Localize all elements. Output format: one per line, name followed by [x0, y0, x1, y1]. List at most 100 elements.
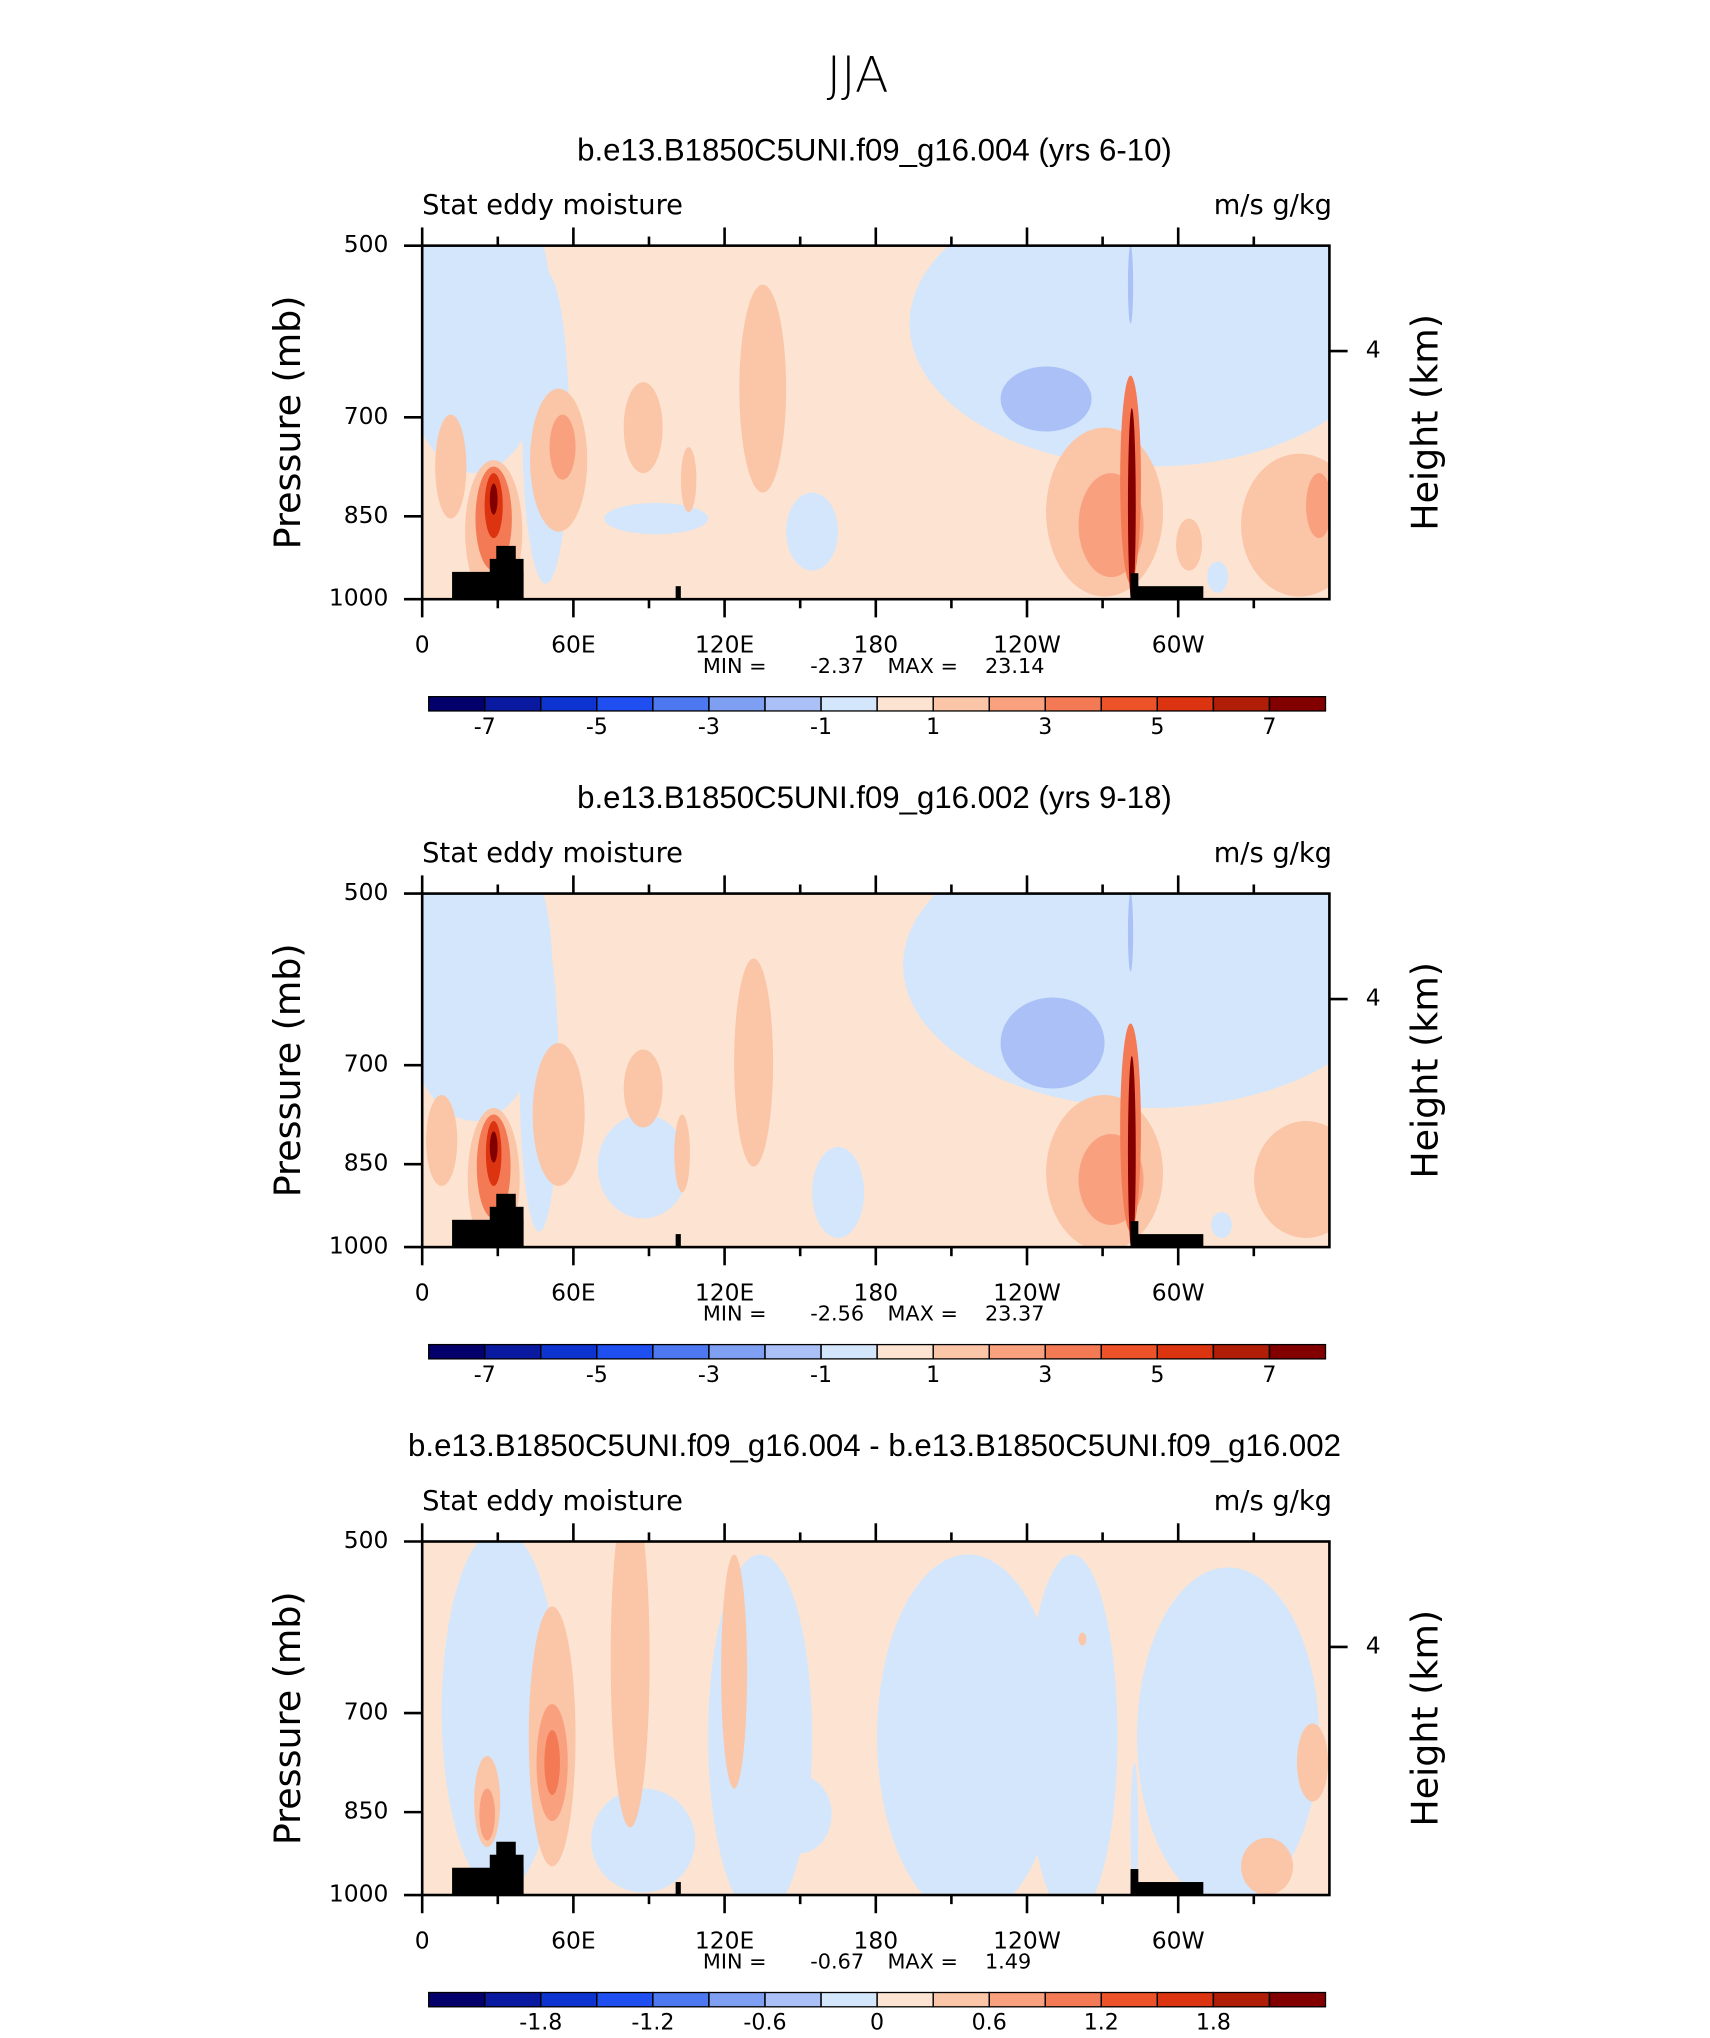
- y2-axis-label: Height (km): [1403, 1610, 1446, 1827]
- contour-region: [1254, 1121, 1330, 1238]
- y-tick-label: 1000: [329, 584, 389, 612]
- colorbar-box: [1156, 1991, 1215, 2008]
- x-tick-label: 60E: [551, 1926, 596, 1954]
- panel: b.e13.B1850C5UNI.f09_g16.004 - b.e13.B18…: [266, 1428, 1446, 2036]
- colorbar-tick-label: -1: [810, 714, 832, 740]
- topography: [1130, 586, 1204, 600]
- contour-region: [1176, 518, 1203, 571]
- colorbar-tick-label: 1.8: [1196, 2010, 1231, 2036]
- x-tick-label: 120E: [695, 630, 754, 658]
- panel: b.e13.B1850C5UNI.f09_g16.004 (yrs 6-10) S…: [266, 132, 1446, 740]
- colorbar-box: [988, 1991, 1046, 2008]
- y-tick-label: 850: [344, 501, 389, 529]
- y-axis-label: Pressure (mb): [266, 943, 309, 1197]
- contour-region: [877, 1554, 1060, 1896]
- contour-region: [680, 447, 697, 513]
- contour-region: [674, 1114, 690, 1193]
- topography: [1130, 1234, 1204, 1248]
- contour-region: [1000, 366, 1092, 432]
- colorbar-box: [764, 696, 822, 712]
- contour-region: [1000, 997, 1105, 1089]
- contour-region: [1306, 473, 1330, 539]
- x-tick-label: 120E: [695, 1926, 754, 1954]
- contour-field: [422, 1541, 1330, 1896]
- contour-region: [597, 1114, 689, 1219]
- right-string: m/s g/kg: [1214, 1486, 1332, 1517]
- x-tick-label: 60E: [551, 630, 596, 658]
- contour-region: [479, 1788, 495, 1841]
- y-tick-label: 850: [344, 1797, 389, 1825]
- y-axis-label: Pressure (mb): [266, 1591, 309, 1845]
- x-tick-label: 60W: [1152, 1926, 1205, 1954]
- contour-region: [610, 1541, 650, 1828]
- y-tick-label: 700: [344, 402, 389, 430]
- left-string: Stat eddy moisture: [422, 190, 683, 221]
- contour-region: [1207, 561, 1229, 593]
- y-tick-label: 700: [344, 1050, 389, 1078]
- max-value: 23.14: [985, 654, 1045, 678]
- colorbar-box: [876, 1991, 934, 2008]
- left-string: Stat eddy moisture: [422, 838, 683, 869]
- contour-region: [1241, 1837, 1294, 1896]
- contour-region: [766, 1775, 832, 1854]
- x-tick-label: 180: [853, 1278, 898, 1306]
- topography: [496, 1193, 516, 1248]
- x-tick-label: 120W: [993, 630, 1061, 658]
- colorbar-box: [1100, 696, 1159, 712]
- topography: [675, 586, 681, 600]
- contour-region: [1211, 1212, 1232, 1239]
- y-axis-label: Pressure (mb): [266, 296, 309, 550]
- panel-title: b.e13.B1850C5UNI.f09_g16.004 (yrs 6-10): [577, 132, 1172, 167]
- contour-region: [739, 284, 787, 493]
- colorbar-box: [932, 1991, 990, 2008]
- y2-axis-label: Height (km): [1403, 314, 1446, 531]
- contour-region: [1296, 1723, 1329, 1802]
- contour-region: [623, 382, 663, 474]
- contour-region: [532, 1043, 585, 1187]
- contour-region: [1127, 893, 1134, 972]
- contour-region: [426, 1095, 458, 1187]
- colorbar-box: [988, 696, 1046, 712]
- colorbar-box: [540, 696, 598, 712]
- colorbar-box: [484, 1343, 542, 1360]
- contour-region: [422, 893, 553, 1121]
- contour-region: [604, 503, 709, 535]
- colorbar-box: [484, 696, 542, 712]
- colorbar-box: [876, 1343, 934, 1360]
- colorbar-box: [428, 1343, 486, 1360]
- contour-region: [1026, 1554, 1118, 1896]
- x-tick-label: 120W: [993, 1926, 1061, 1954]
- x-tick-label: 180: [853, 630, 898, 658]
- colorbar-box: [1044, 1991, 1102, 2008]
- y-tick-label: 1000: [329, 1880, 389, 1908]
- contour-region: [591, 1788, 696, 1893]
- colorbar-box: [428, 1991, 486, 2008]
- panel-title: b.e13.B1850C5UNI.f09_g16.002 (yrs 9-18): [577, 780, 1172, 815]
- colorbar-tick-label: -7: [474, 1362, 496, 1388]
- colorbar-box: [540, 1343, 598, 1360]
- colorbar-tick-label: -5: [586, 714, 608, 740]
- colorbar-box: [652, 1343, 710, 1360]
- contour-region: [1241, 453, 1330, 597]
- colorbar-tick-label: 1: [926, 1362, 940, 1388]
- max-value: 1.49: [985, 1950, 1031, 1974]
- contour-region: [489, 483, 498, 515]
- contour-region: [1127, 1056, 1136, 1248]
- y-tick-label: 500: [344, 1526, 389, 1554]
- colorbar-tick-label: 3: [1038, 1362, 1052, 1388]
- x-tick-label: 0: [415, 630, 430, 658]
- colorbar-box: [1268, 696, 1327, 712]
- colorbar-tick-label: -1: [810, 1362, 832, 1388]
- min-value: -2.56: [810, 1302, 864, 1326]
- x-tick-label: 0: [415, 1926, 430, 1954]
- contour-region: [1130, 1762, 1139, 1893]
- contour-field: [422, 245, 1330, 600]
- colorbar-tick-label: -1.2: [631, 2010, 674, 2036]
- colorbar-tick-label: -7: [474, 714, 496, 740]
- colorbar-box: [820, 1343, 878, 1360]
- colorbar-tick-label: -3: [698, 1362, 720, 1388]
- y2-tick-label: 4: [1366, 984, 1381, 1012]
- min-value: -2.37: [810, 654, 864, 678]
- colorbar-box: [764, 1343, 822, 1360]
